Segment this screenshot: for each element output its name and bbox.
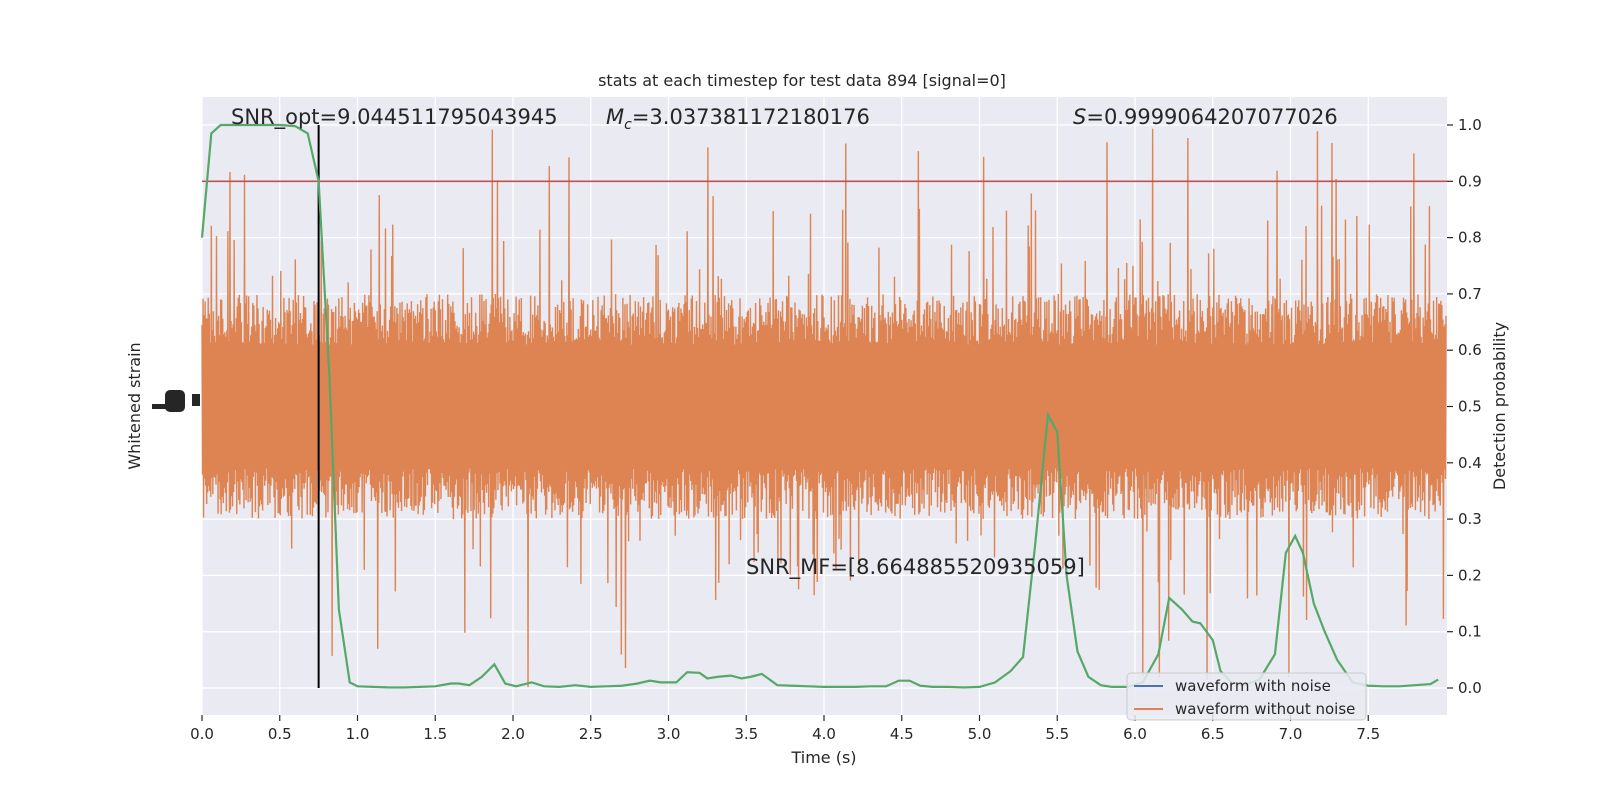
x-tick-label: 6.0 xyxy=(1123,725,1147,743)
y-tick-label: 0.3 xyxy=(1458,510,1482,528)
x-tick-label: 7.0 xyxy=(1279,725,1303,743)
x-tick-label: 0.0 xyxy=(190,725,214,743)
chart-title: stats at each timestep for test data 894… xyxy=(598,71,1006,90)
y-tick-label: 0.8 xyxy=(1458,229,1482,247)
y-tick-label: 0.5 xyxy=(1458,398,1482,416)
waveform-without-noise-trace xyxy=(201,128,1447,688)
y-tick-label: 0.7 xyxy=(1458,285,1482,303)
chirp-mass-annotation: Mc=3.037381172180176 xyxy=(606,105,870,133)
y-tick-label: 0.4 xyxy=(1458,454,1482,472)
x-tick-label: 7.5 xyxy=(1356,725,1380,743)
overlap-annotation: S=0.9999064207077026 xyxy=(1073,105,1338,129)
right-y-axis-label: Detection probability xyxy=(1490,322,1509,490)
snr-opt-annotation: SNR_opt=9.044511795043945 xyxy=(231,105,558,130)
x-axis-label: Time (s) xyxy=(790,748,856,767)
y-tick-label: 0.9 xyxy=(1458,172,1482,190)
x-tick-label: 3.0 xyxy=(657,725,681,743)
y-tick-label: 0.0 xyxy=(1458,679,1482,697)
x-tick-label: 4.5 xyxy=(890,725,914,743)
x-tick-label: 0.5 xyxy=(268,725,292,743)
legend-label-with-noise: waveform with noise xyxy=(1175,677,1331,695)
legend: waveform with noise waveform without noi… xyxy=(1126,672,1367,721)
x-tick-label: 5.0 xyxy=(968,725,992,743)
y-tick-label: 0.6 xyxy=(1458,341,1482,359)
x-tick-label: 1.5 xyxy=(423,725,447,743)
x-tick-label: 2.0 xyxy=(501,725,525,743)
y-tick-label: 0.1 xyxy=(1458,623,1482,641)
noise-path xyxy=(201,128,1447,688)
left-axis-ticks-overlap xyxy=(152,390,200,412)
y-tick-label: 0.2 xyxy=(1458,566,1482,584)
legend-label-without-noise: waveform without noise xyxy=(1175,700,1355,718)
legend-box xyxy=(1126,672,1367,721)
x-tick-label: 1.0 xyxy=(346,725,370,743)
x-axis-ticks: 0.0 0.5 1.0 1.5 2.0 2.5 3.0 3.5 4.0 4.5 5.0 5.5 6.0 6… xyxy=(190,715,1380,743)
snr-mf-annotation: SNR_MF=[8.664885520935059] xyxy=(746,555,1085,580)
x-tick-label: 6.5 xyxy=(1201,725,1225,743)
x-tick-label: 3.5 xyxy=(734,725,758,743)
x-tick-label: 2.5 xyxy=(579,725,603,743)
left-y-axis-label: Whitened strain xyxy=(125,342,144,469)
y-tick-label: 1.0 xyxy=(1458,116,1482,134)
x-tick-label: 4.0 xyxy=(812,725,836,743)
right-y-axis-ticks: 0.0 0.1 0.2 0.3 0.4 0.5 0.6 0.7 0.8 0.9 1.0 xyxy=(1447,116,1482,697)
x-tick-label: 5.5 xyxy=(1045,725,1069,743)
